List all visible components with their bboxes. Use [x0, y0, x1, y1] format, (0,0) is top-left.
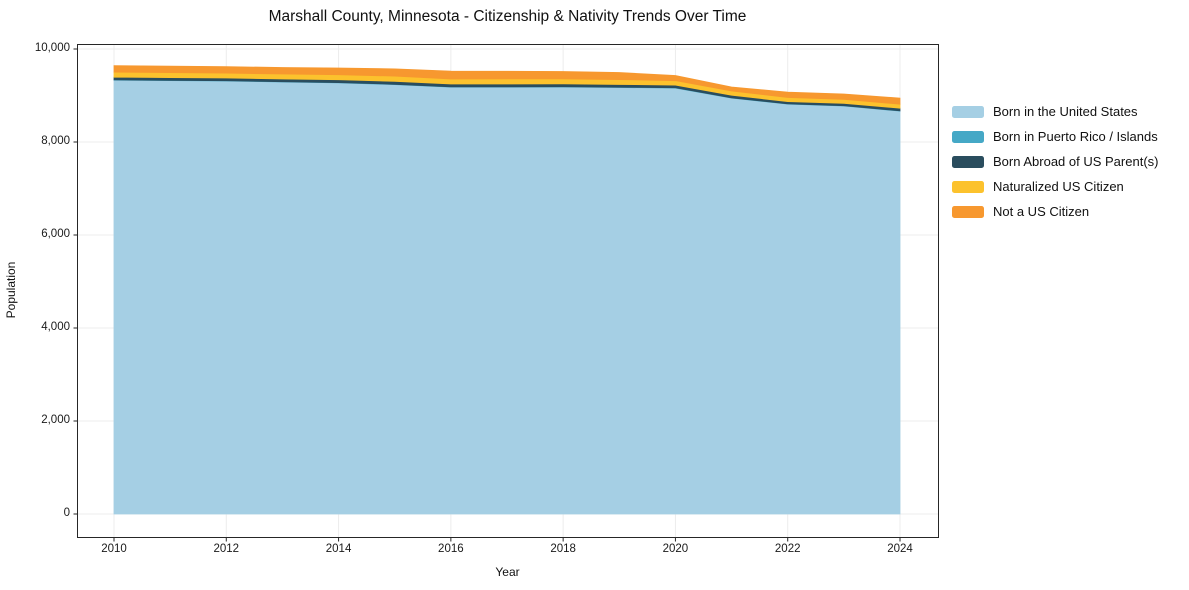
x-tick-label: 2012 — [213, 543, 240, 555]
y-tick-label: 2,000 — [41, 414, 70, 426]
legend-swatch-icon — [952, 180, 984, 193]
legend-row: Born Abroad of US Parent(s) — [952, 149, 1158, 174]
x-tick-label: 2010 — [101, 543, 127, 555]
area-not-a-us-citizen — [113, 65, 901, 105]
y-tick-label: 0 — [63, 507, 70, 519]
x-tick-label: 2018 — [550, 543, 576, 555]
legend-swatch-icon — [952, 105, 984, 118]
x-tick-label: 2022 — [774, 543, 801, 555]
legend-label: Not a US Citizen — [993, 204, 1090, 219]
x-tick-label: 2024 — [887, 543, 913, 555]
legend-label: Born in the United States — [993, 104, 1138, 119]
legend-swatch-icon — [952, 130, 984, 143]
legend-label: Born Abroad of US Parent(s) — [993, 154, 1159, 169]
y-tick-label: 8,000 — [41, 135, 70, 147]
y-tick-label: 6,000 — [41, 228, 70, 240]
y-tick-label: 10,000 — [34, 42, 70, 54]
legend-row: Not a US Citizen — [952, 199, 1158, 224]
x-tick-label: 2020 — [662, 543, 689, 555]
legend-row: Naturalized US Citizen — [952, 174, 1158, 199]
legend: Born in the United States Born in Puerto … — [952, 99, 1158, 224]
x-axis-label: Year — [495, 565, 520, 579]
chart-title: Marshall County, Minnesota - Citizenship… — [268, 8, 747, 25]
legend-row: Born in the United States — [952, 99, 1158, 124]
legend-label: Born in Puerto Rico / Islands — [993, 129, 1158, 144]
y-axis-label: Population — [4, 261, 18, 319]
y-tick-label: 4,000 — [41, 321, 70, 333]
x-tick-label: 2016 — [438, 543, 464, 555]
legend-swatch-icon — [952, 155, 984, 168]
legend-row: Born in Puerto Rico / Islands — [952, 124, 1158, 149]
x-tick-label: 2014 — [325, 543, 352, 555]
plot-frame — [77, 44, 939, 538]
legend-swatch-icon — [952, 205, 984, 218]
area-born-in-the-united-states — [113, 79, 901, 515]
legend-label: Naturalized US Citizen — [993, 179, 1124, 194]
